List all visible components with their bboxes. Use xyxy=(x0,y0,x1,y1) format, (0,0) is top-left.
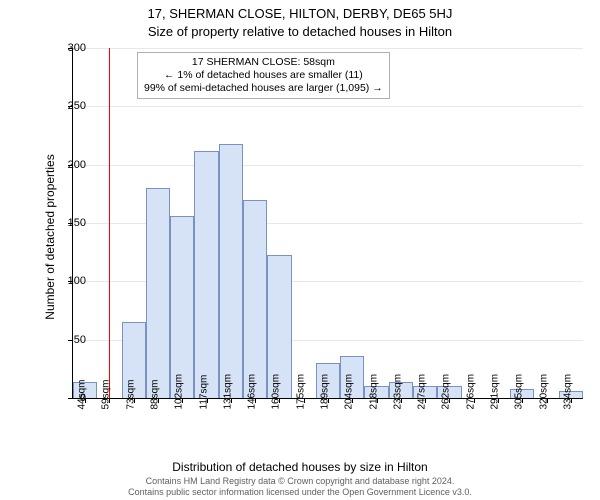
histogram-bar xyxy=(194,151,218,398)
footer-line2: Contains public sector information licen… xyxy=(128,487,472,497)
footer-line1: Contains HM Land Registry data © Crown c… xyxy=(146,476,455,486)
histogram-bar xyxy=(219,144,243,398)
copyright-footer: Contains HM Land Registry data © Crown c… xyxy=(0,476,600,498)
ytick-label: 100 xyxy=(46,275,86,287)
annotation-line1: 17 SHERMAN CLOSE: 58sqm xyxy=(144,56,383,69)
page-title-line1: 17, SHERMAN CLOSE, HILTON, DERBY, DE65 5… xyxy=(0,6,600,21)
gridline xyxy=(73,48,583,49)
ytick-label: 250 xyxy=(46,100,86,112)
gridline xyxy=(73,165,583,166)
marker-line xyxy=(109,48,110,398)
annotation-line2: ← 1% of detached houses are smaller (11) xyxy=(144,69,383,82)
histogram-bar xyxy=(170,216,194,398)
histogram-bar xyxy=(146,188,170,398)
ytick-label: 50 xyxy=(46,334,86,346)
annotation-box: 17 SHERMAN CLOSE: 58sqm← 1% of detached … xyxy=(137,52,390,99)
gridline xyxy=(73,106,583,107)
ytick-label: 200 xyxy=(46,159,86,171)
ytick-label: 150 xyxy=(46,217,86,229)
annotation-line3: 99% of semi-detached houses are larger (… xyxy=(144,82,383,95)
ytick-label: 300 xyxy=(46,42,86,54)
histogram-plot: 17 SHERMAN CLOSE: 58sqm← 1% of detached … xyxy=(72,48,583,399)
x-axis-label: Distribution of detached houses by size … xyxy=(0,460,600,474)
histogram-bar xyxy=(243,200,267,398)
page-title-line2: Size of property relative to detached ho… xyxy=(0,24,600,39)
